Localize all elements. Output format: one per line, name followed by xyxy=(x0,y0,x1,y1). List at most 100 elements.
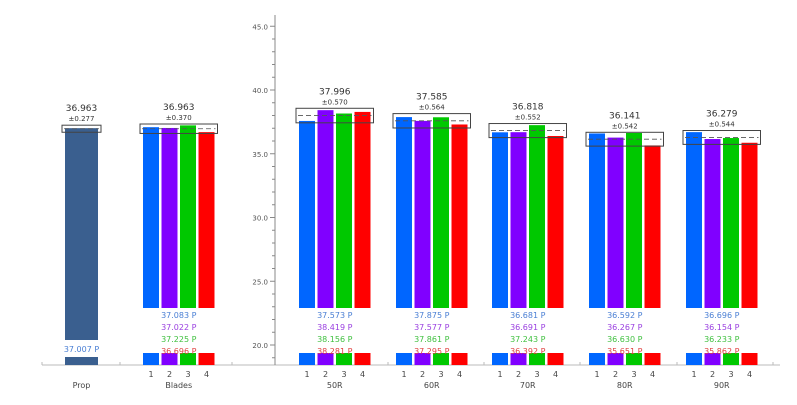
stdev-box xyxy=(61,124,102,133)
bar-number-label: 1 xyxy=(497,370,502,379)
bar-number-label: 2 xyxy=(323,370,328,379)
y-tick-label: 25.0 xyxy=(252,278,268,286)
group-name-label: Prop xyxy=(73,381,91,390)
group-name-label: 50R xyxy=(327,381,343,390)
stdev-box xyxy=(392,113,471,129)
bar-number-label: 1 xyxy=(691,370,696,379)
y-tick-label: 40.0 xyxy=(252,87,268,95)
bar-number-label: 1 xyxy=(304,370,309,379)
group-mean-label: 36.963 xyxy=(163,103,195,113)
bar-stub-60r-2 xyxy=(414,353,431,365)
bar-value-label: 36.696 P xyxy=(161,347,197,356)
bar-number-label: 4 xyxy=(650,370,655,379)
bar-90r-1 xyxy=(686,132,702,308)
y-tick-label: 20.0 xyxy=(252,342,268,350)
bars xyxy=(65,110,758,365)
bar-blades-4 xyxy=(198,132,215,308)
bar-number-label: 2 xyxy=(710,370,715,379)
bar-value-label: 37.861 P xyxy=(414,335,450,344)
stdev-box xyxy=(139,123,218,134)
bar-value-label: 37.577 P xyxy=(414,323,450,332)
bar-stub-prop-1 xyxy=(65,357,98,365)
bar-50r-4 xyxy=(354,111,371,308)
bar-number-label: 3 xyxy=(341,370,346,379)
bar-number-label: 4 xyxy=(553,370,558,379)
bar-60r-3 xyxy=(433,117,449,308)
bar-value-label: 37.022 P xyxy=(161,323,197,332)
bar-stub-60r-1 xyxy=(396,353,412,365)
bar-value-label: 36.154 P xyxy=(704,323,740,332)
bar-stub-blades-4 xyxy=(198,353,215,365)
group-name-label: 80R xyxy=(617,381,633,390)
bar-value-label: 36.233 P xyxy=(704,335,740,344)
group-name-label: 70R xyxy=(520,381,536,390)
bar-prop-1 xyxy=(65,128,98,340)
bar-stub-blades-1 xyxy=(143,353,159,365)
bar-value-label: 36.630 P xyxy=(607,335,643,344)
group-name-label: Blades xyxy=(165,381,192,390)
bar-50r-1 xyxy=(299,120,315,309)
bar-number-label: 4 xyxy=(747,370,752,379)
bar-value-label: 36.696 P xyxy=(704,311,740,320)
bar-stub-70r-2 xyxy=(510,353,527,365)
bar-number-label: 4 xyxy=(360,370,365,379)
bar-number-label: 3 xyxy=(728,370,733,379)
group-stdev-label: ±0.542 xyxy=(612,122,638,130)
bar-number-label: 3 xyxy=(631,370,636,379)
y-tick-label: 30.0 xyxy=(252,215,268,223)
stdev-box xyxy=(585,131,664,147)
bar-stub-90r-4 xyxy=(741,353,758,365)
bar-number-label: 4 xyxy=(457,370,462,379)
bar-number-label: 2 xyxy=(167,370,172,379)
stdev-box xyxy=(295,107,374,124)
stdev-box xyxy=(488,123,567,139)
group-stdev-label: ±0.370 xyxy=(166,114,192,122)
bar-stub-60r-3 xyxy=(433,353,449,365)
bar-value-label: 36.267 P xyxy=(607,323,643,332)
bar-value-label: 38.281 P xyxy=(317,347,353,356)
bar-value-label: 37.007 P xyxy=(64,345,100,354)
bar-value-label: 35.651 P xyxy=(607,347,643,356)
bar-stub-80r-4 xyxy=(644,353,661,365)
bar-stub-90r-3 xyxy=(723,353,739,365)
group-stdev-label: ±0.570 xyxy=(322,98,348,106)
group-mean-label: 36.279 xyxy=(706,110,738,120)
bar-70r-3 xyxy=(529,125,545,308)
bar-stub-blades-2 xyxy=(161,353,178,365)
bar-blades-3 xyxy=(180,125,196,308)
bar-stub-80r-1 xyxy=(589,353,605,365)
bar-value-label: 38.156 P xyxy=(317,335,353,344)
bar-stub-50r-1 xyxy=(299,353,315,365)
group-mean-label: 37.996 xyxy=(319,87,351,97)
bar-number-label: 3 xyxy=(534,370,539,379)
bar-value-label: 36.592 P xyxy=(607,311,643,320)
bar-value-label: 35.862 P xyxy=(704,347,740,356)
bar-70r-4 xyxy=(547,136,564,308)
bar-value-label: 36.392 P xyxy=(510,347,546,356)
bar-stub-80r-3 xyxy=(626,353,642,365)
bar-50r-3 xyxy=(336,113,352,308)
bar-50r-2 xyxy=(317,110,334,309)
bar-value-label: 37.243 P xyxy=(510,335,546,344)
bar-value-label: 36.691 P xyxy=(510,323,546,332)
bar-stub-90r-1 xyxy=(686,353,702,365)
bar-number-label: 2 xyxy=(420,370,425,379)
bar-stub-50r-4 xyxy=(354,353,371,365)
bar-70r-1 xyxy=(492,132,508,308)
y-tick-label: 45.0 xyxy=(252,23,268,31)
group-mean-label: 36.818 xyxy=(512,103,544,113)
bar-number-label: 4 xyxy=(204,370,209,379)
group-name-label: 60R xyxy=(424,381,440,390)
bar-60r-2 xyxy=(414,120,431,308)
bar-70r-2 xyxy=(510,132,527,308)
bar-60r-1 xyxy=(396,117,412,308)
bar-value-label: 37.875 P xyxy=(414,311,450,320)
bar-number-label: 3 xyxy=(185,370,190,379)
bar-stub-60r-4 xyxy=(451,353,468,365)
bar-80r-3 xyxy=(626,132,642,308)
bar-80r-4 xyxy=(644,145,661,308)
group-mean-label: 36.141 xyxy=(609,111,641,121)
bar-stub-50r-3 xyxy=(336,353,352,365)
